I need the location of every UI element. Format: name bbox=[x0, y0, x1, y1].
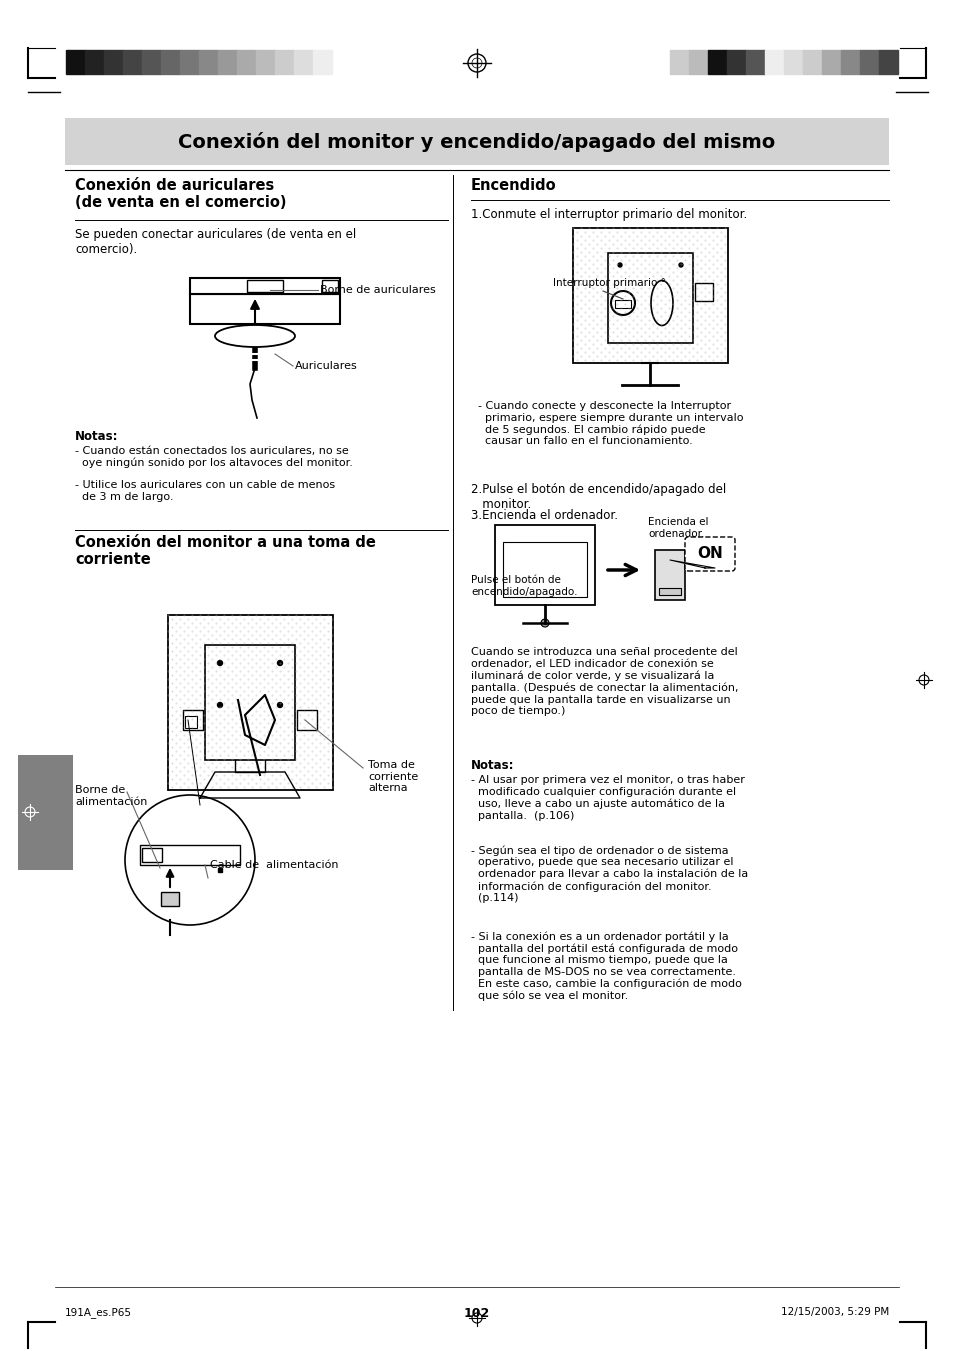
Text: Borne de auriculares: Borne de auriculares bbox=[319, 285, 436, 295]
Bar bbox=[85, 50, 104, 74]
Bar bbox=[18, 755, 73, 870]
Circle shape bbox=[277, 703, 282, 708]
Bar bbox=[183, 711, 203, 730]
Text: Notas:: Notas: bbox=[75, 430, 118, 443]
Bar bbox=[104, 50, 123, 74]
Bar bbox=[180, 50, 199, 74]
Bar bbox=[878, 50, 897, 74]
Bar bbox=[695, 282, 712, 301]
Bar bbox=[707, 50, 726, 74]
Bar bbox=[313, 50, 332, 74]
Circle shape bbox=[618, 263, 621, 267]
FancyBboxPatch shape bbox=[684, 536, 734, 571]
Bar bbox=[659, 588, 680, 594]
Text: Conexión del monitor y encendido/apagado del mismo: Conexión del monitor y encendido/apagado… bbox=[178, 131, 775, 151]
Bar bbox=[142, 50, 161, 74]
Text: 1.Conmute el interruptor primario del monitor.: 1.Conmute el interruptor primario del mo… bbox=[471, 208, 746, 222]
Circle shape bbox=[540, 619, 548, 627]
Bar bbox=[168, 615, 333, 790]
Bar bbox=[296, 711, 316, 730]
Bar bbox=[841, 50, 859, 74]
Text: - Si la conexión es a un ordenador portátil y la
  pantalla del portátil está co: - Si la conexión es a un ordenador portá… bbox=[471, 931, 741, 1001]
Text: 3.Encienda el ordenador.: 3.Encienda el ordenador. bbox=[471, 509, 618, 521]
Text: Auriculares: Auriculares bbox=[294, 361, 357, 372]
Text: Toma de
corriente
alterna: Toma de corriente alterna bbox=[368, 761, 417, 793]
Bar bbox=[236, 50, 255, 74]
Bar bbox=[161, 892, 179, 907]
Text: - Utilice los auriculares con un cable de menos
  de 3 m de largo.: - Utilice los auriculares con un cable d… bbox=[75, 480, 335, 501]
Circle shape bbox=[217, 703, 222, 708]
Bar bbox=[669, 50, 688, 74]
Polygon shape bbox=[669, 561, 714, 567]
Circle shape bbox=[217, 661, 222, 666]
Text: 12/15/2003, 5:29 PM: 12/15/2003, 5:29 PM bbox=[780, 1306, 888, 1317]
Bar bbox=[802, 50, 821, 74]
Bar bbox=[142, 848, 162, 862]
Text: - Cuando conecte y desconecte la Interruptor
    primario, espere siempre durant: - Cuando conecte y desconecte la Interru… bbox=[471, 401, 742, 446]
Circle shape bbox=[679, 263, 682, 267]
Text: Cable de  alimentación: Cable de alimentación bbox=[210, 861, 338, 870]
Text: - Cuando están conectados los auriculares, no se
  oye ningún sonido por los alt: - Cuando están conectados los auriculare… bbox=[75, 446, 353, 469]
Bar bbox=[495, 526, 595, 605]
Text: - Según sea el tipo de ordenador o de sistema
  operativo, puede que sea necesar: - Según sea el tipo de ordenador o de si… bbox=[471, 844, 747, 902]
Text: 191A_es.P65: 191A_es.P65 bbox=[65, 1306, 132, 1319]
Bar bbox=[322, 280, 337, 292]
Bar bbox=[726, 50, 745, 74]
Text: Se pueden conectar auriculares (de venta en el
comercio).: Se pueden conectar auriculares (de venta… bbox=[75, 228, 355, 255]
Bar bbox=[821, 50, 841, 74]
Text: Cuando se introduzca una señal procedente del
ordenador, el LED indicador de con: Cuando se introduzca una señal procedent… bbox=[471, 647, 738, 716]
Circle shape bbox=[277, 661, 282, 666]
Text: - Al usar por primera vez el monitor, o tras haber
  modificado cualquier config: - Al usar por primera vez el monitor, o … bbox=[471, 775, 744, 821]
Text: Encendido: Encendido bbox=[471, 178, 556, 193]
Text: Pulse el botón de
encendido/apagado.: Pulse el botón de encendido/apagado. bbox=[471, 576, 577, 597]
Bar bbox=[615, 300, 630, 308]
Bar bbox=[218, 50, 236, 74]
Bar bbox=[764, 50, 783, 74]
Bar bbox=[205, 644, 294, 761]
Bar bbox=[607, 253, 692, 343]
Bar bbox=[745, 50, 764, 74]
Text: 102: 102 bbox=[463, 1306, 490, 1320]
Bar bbox=[247, 280, 283, 292]
Text: Conexión del monitor a una toma de
corriente: Conexión del monitor a una toma de corri… bbox=[75, 535, 375, 567]
Bar bbox=[573, 228, 727, 363]
Bar bbox=[199, 50, 218, 74]
Text: Notas:: Notas: bbox=[471, 759, 514, 771]
Bar bbox=[688, 50, 707, 74]
Bar bbox=[655, 550, 684, 600]
Bar bbox=[161, 50, 180, 74]
Bar bbox=[255, 50, 274, 74]
Bar bbox=[294, 50, 313, 74]
Text: Interruptor primario °: Interruptor primario ° bbox=[553, 278, 665, 288]
Bar bbox=[274, 50, 294, 74]
Bar bbox=[66, 50, 85, 74]
Bar bbox=[859, 50, 878, 74]
Bar bbox=[185, 716, 196, 728]
Bar bbox=[123, 50, 142, 74]
Text: Encienda el
ordenador.: Encienda el ordenador. bbox=[647, 517, 708, 539]
Bar bbox=[65, 118, 888, 165]
Bar bbox=[783, 50, 802, 74]
Bar bbox=[190, 295, 339, 324]
Text: ON: ON bbox=[697, 547, 722, 562]
Bar bbox=[140, 844, 240, 865]
Text: Conexión de auriculares
(de venta en el comercio): Conexión de auriculares (de venta en el … bbox=[75, 178, 286, 211]
Text: Borne de
alimentación: Borne de alimentación bbox=[75, 785, 147, 807]
Text: 2.Pulse el botón de encendido/apagado del
   monitor.: 2.Pulse el botón de encendido/apagado de… bbox=[471, 484, 725, 511]
Bar bbox=[502, 542, 586, 597]
Bar bbox=[190, 278, 339, 295]
